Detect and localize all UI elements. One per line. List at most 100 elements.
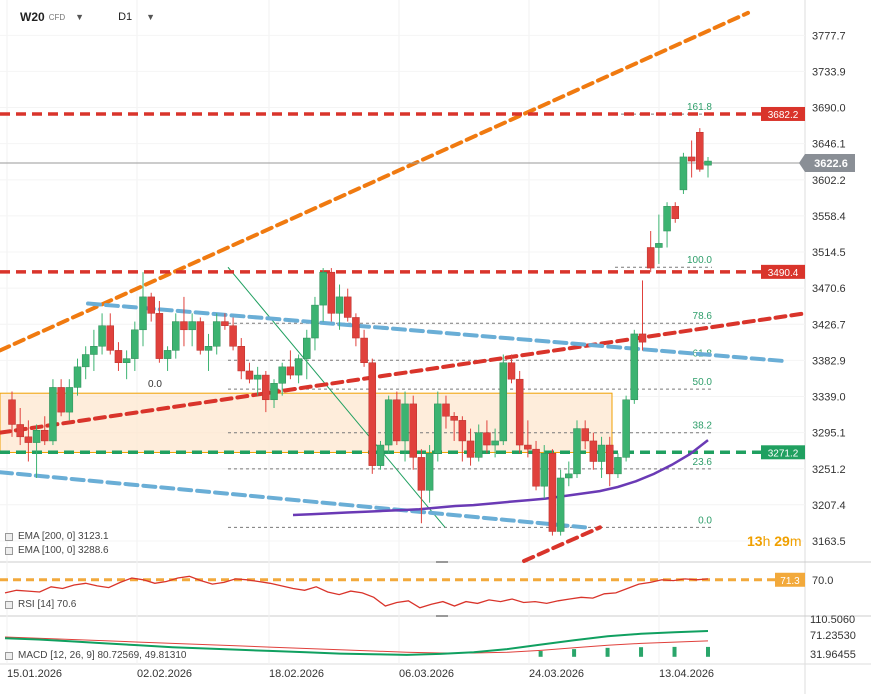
downtrend-channel-line bbox=[0, 470, 587, 530]
price-level-badge bbox=[761, 264, 805, 279]
price-axis-label: 3339.0 bbox=[812, 391, 846, 403]
candle-body bbox=[188, 321, 196, 331]
candle-body bbox=[73, 366, 82, 388]
candle-body bbox=[172, 321, 180, 351]
candle-body bbox=[139, 296, 147, 331]
macd-histogram-bar bbox=[639, 647, 644, 657]
candle-body bbox=[65, 387, 74, 413]
candle-body bbox=[384, 399, 393, 446]
macd-histogram-bar bbox=[605, 647, 610, 657]
indicator-settings-icon[interactable] bbox=[5, 651, 13, 660]
price-axis-label: 3382.9 bbox=[812, 355, 846, 367]
price-axis-label: 3514.5 bbox=[812, 247, 846, 259]
price-level-badge bbox=[761, 106, 805, 121]
downtrend-channel-line bbox=[86, 301, 787, 364]
candle-body bbox=[474, 432, 483, 458]
macd-legend-text: MACD [12, 26, 9] 80.72569, 49.81310 bbox=[18, 650, 187, 661]
candle-body bbox=[286, 366, 295, 376]
candle-body bbox=[131, 329, 139, 359]
price-axis-label: 3733.9 bbox=[812, 66, 846, 78]
indicator-settings-icon[interactable] bbox=[5, 546, 13, 555]
fib-level-label: 161.8 bbox=[687, 102, 712, 113]
indicator-settings-icon[interactable] bbox=[5, 600, 13, 609]
candle-body bbox=[393, 399, 401, 442]
candle-body bbox=[614, 457, 622, 475]
price-axis-label: 3295.1 bbox=[812, 428, 846, 440]
candle-body bbox=[352, 317, 360, 339]
rsi-line bbox=[4, 575, 709, 609]
fib-level-label: 100.0 bbox=[687, 255, 712, 266]
trend-line bbox=[522, 525, 602, 563]
macd-legend[interactable]: MACD [12, 26, 9] 80.72569, 49.81310 bbox=[5, 650, 186, 661]
macd-histogram-bar bbox=[572, 649, 577, 657]
ema200-legend[interactable]: EMA [200, 0] 3123.1 bbox=[5, 531, 109, 542]
candle-body bbox=[630, 333, 639, 401]
price-axis-label: 3646.1 bbox=[812, 139, 846, 151]
candle-body bbox=[499, 362, 508, 442]
macd-histogram-bar bbox=[538, 651, 543, 657]
candle-body bbox=[532, 448, 540, 487]
candle-body bbox=[605, 444, 614, 475]
symbol-dropdown-icon[interactable]: ▼ bbox=[75, 12, 85, 22]
candle-body bbox=[147, 296, 155, 314]
price-axis-label: 3602.2 bbox=[812, 175, 846, 187]
candle-body bbox=[565, 473, 573, 479]
price-axis-label: 3558.4 bbox=[812, 211, 846, 223]
timer-hours: 13 bbox=[747, 533, 763, 549]
candle-body bbox=[483, 432, 491, 446]
candle-body bbox=[548, 453, 557, 532]
candle-body bbox=[114, 350, 123, 363]
fib-level-label: 0.0 bbox=[698, 515, 712, 526]
candle-body bbox=[638, 333, 647, 343]
price-axis-label: 3163.5 bbox=[812, 536, 846, 548]
candle-body bbox=[106, 325, 115, 351]
price-axis-label: 3777.7 bbox=[812, 30, 846, 42]
candle-body bbox=[540, 453, 548, 487]
timer-minutes: 29 bbox=[774, 533, 790, 549]
candle-body bbox=[360, 337, 368, 363]
candle-body bbox=[458, 420, 467, 442]
uptrend-channel-line bbox=[0, 10, 750, 353]
rsi-axis-label: 70.0 bbox=[812, 575, 833, 587]
candle-body bbox=[704, 160, 712, 166]
fib-level-label: 23.6 bbox=[693, 457, 713, 468]
price-axis-label: 3207.4 bbox=[812, 500, 846, 512]
candle-body bbox=[491, 440, 499, 446]
candle-timer: 13h 29m bbox=[747, 533, 802, 549]
rsi-legend[interactable]: RSI [14] 70.6 bbox=[5, 599, 76, 610]
candle-body bbox=[597, 444, 606, 462]
macd-signal-line bbox=[4, 636, 709, 654]
timer-hours-unit: h bbox=[762, 533, 771, 549]
candle-body bbox=[294, 358, 303, 376]
candle-body bbox=[311, 304, 319, 339]
candle-body bbox=[524, 444, 532, 450]
candle-body bbox=[679, 156, 688, 191]
candle-body bbox=[327, 271, 336, 314]
candle-body bbox=[401, 403, 409, 442]
candle-body bbox=[90, 346, 98, 355]
candle-body bbox=[655, 243, 663, 248]
candle-body bbox=[8, 399, 16, 425]
date-axis-label: 15.01.2026 bbox=[7, 668, 62, 680]
price-level-badge-text: 3271.2 bbox=[768, 448, 799, 459]
rsi-legend-text: RSI [14] 70.6 bbox=[18, 599, 77, 610]
date-axis-label: 06.03.2026 bbox=[399, 668, 454, 680]
candle-body bbox=[589, 440, 598, 462]
rsi-current-badge bbox=[775, 572, 805, 587]
price-level-badge bbox=[761, 445, 805, 460]
symbol-label[interactable]: W20 bbox=[20, 10, 45, 24]
instrument-type-label: CFD bbox=[48, 12, 66, 22]
ema100-legend-text: EMA [100, 0] 3288.6 bbox=[18, 545, 109, 556]
candle-body bbox=[646, 247, 655, 269]
timeframe-dropdown-icon[interactable]: ▼ bbox=[146, 12, 156, 22]
candle-body bbox=[671, 206, 679, 219]
indicator-settings-icon[interactable] bbox=[5, 532, 13, 541]
ema100-legend[interactable]: EMA [100, 0] 3288.6 bbox=[5, 545, 109, 556]
candle-body bbox=[212, 321, 221, 347]
candle-body bbox=[515, 378, 524, 446]
timeframe-label[interactable]: D1 bbox=[118, 11, 133, 23]
fib-level-label: 50.0 bbox=[693, 377, 713, 388]
fib-level-label: 78.6 bbox=[693, 311, 713, 322]
candle-body bbox=[32, 429, 41, 443]
